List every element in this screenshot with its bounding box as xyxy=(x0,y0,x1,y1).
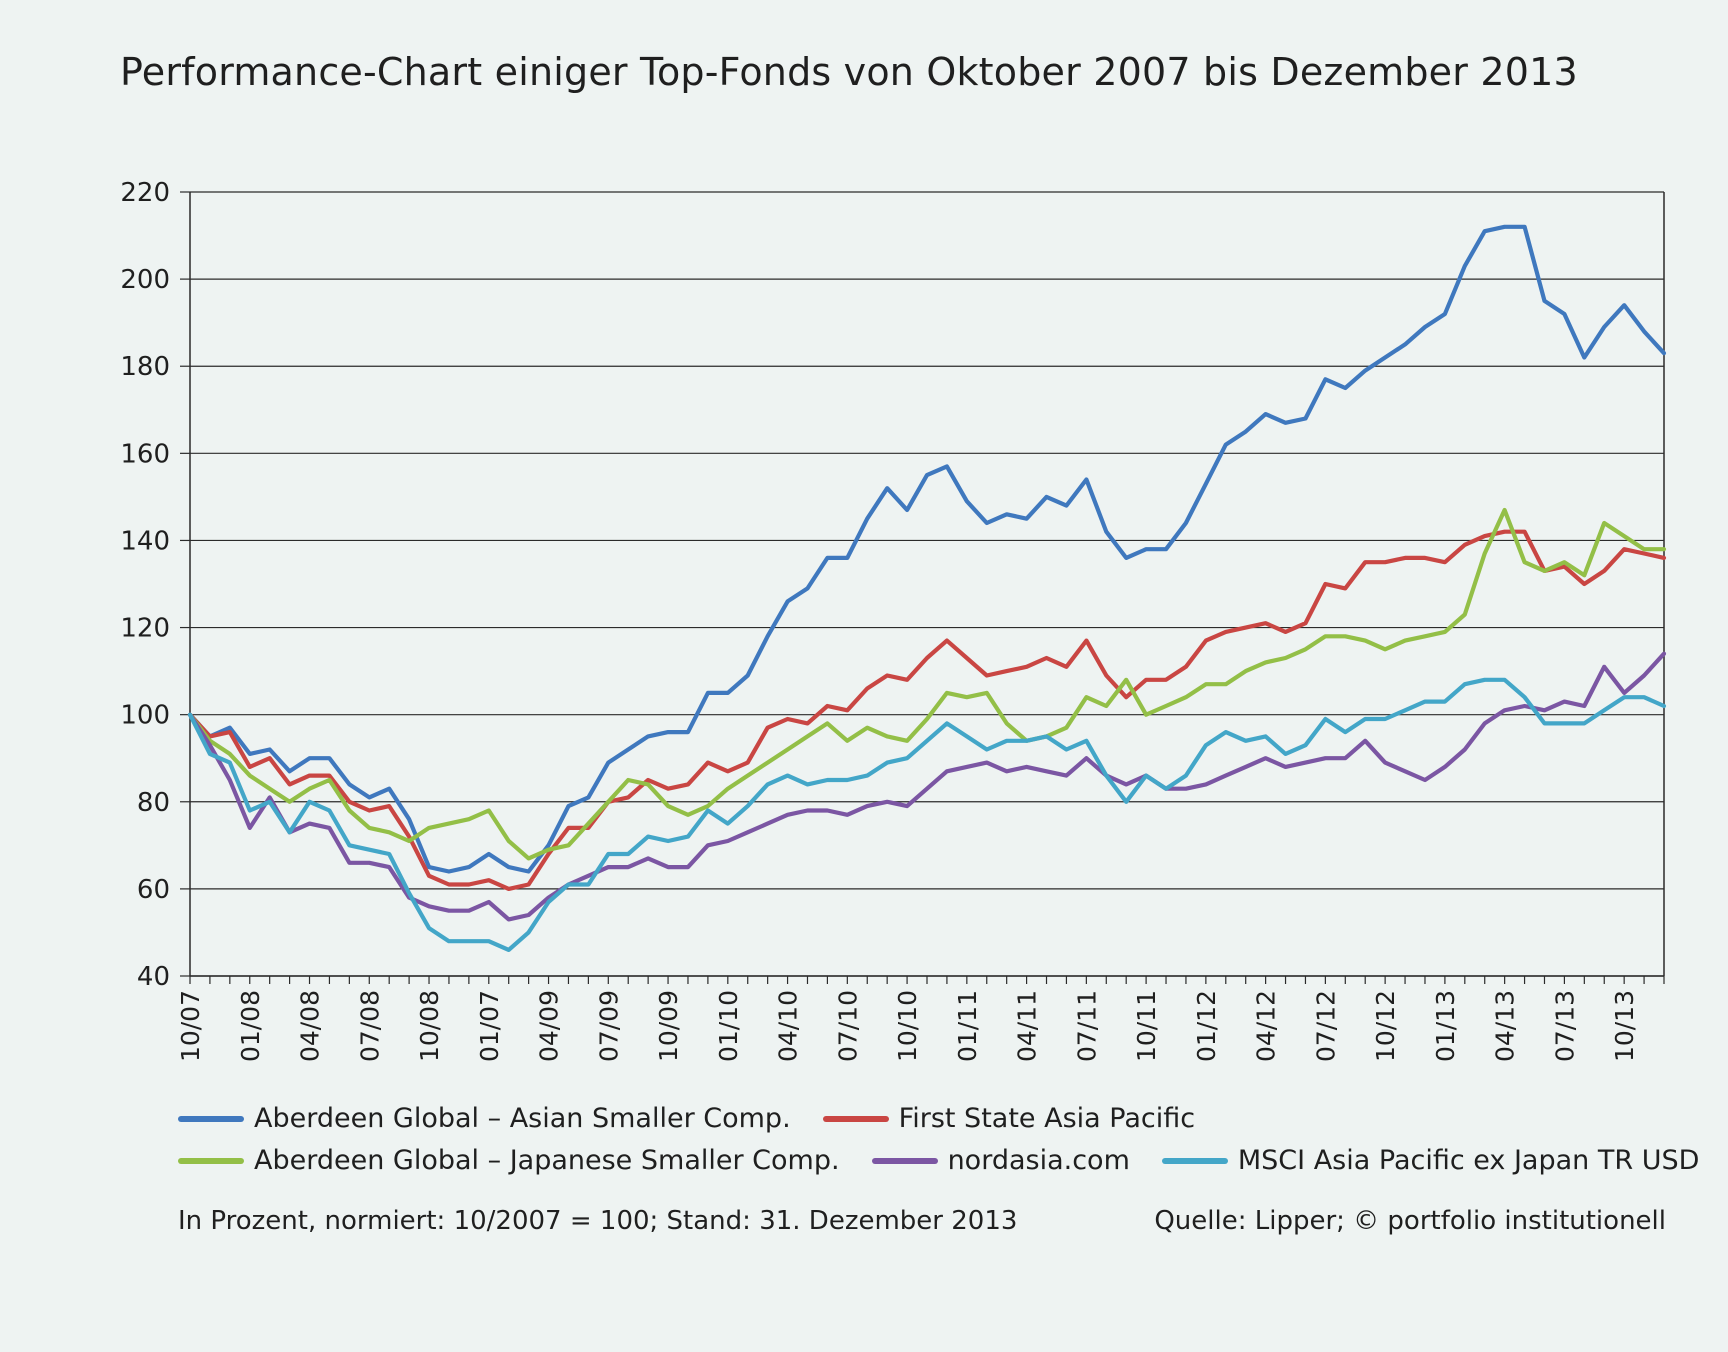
tick-labels: 40 60 80 100 120 140 160 180 200 220 10/07 01/08 04/… xyxy=(120,178,1639,1062)
x-tick-label: 10/08 xyxy=(415,990,444,1062)
chart-source: Quelle: Lipper; © portfolio institutione… xyxy=(1154,1206,1666,1236)
legend-row: Aberdeen Global – Japanese Smaller Comp.… xyxy=(178,1140,1728,1182)
chart-note: In Prozent, normiert: 10/2007 = 100; Sta… xyxy=(178,1206,1018,1236)
x-tick-label: 04/11 xyxy=(1013,990,1042,1062)
x-tick-label: 01/07 xyxy=(475,990,504,1062)
legend-label-aberdeen-japanese: Aberdeen Global – Japanese Smaller Comp. xyxy=(254,1145,840,1176)
legend-swatch-aberdeen-asian xyxy=(178,1116,244,1122)
x-tick-label: 10/12 xyxy=(1371,990,1400,1062)
series-line-1 xyxy=(187,529,1667,892)
legend-swatch-nordasia xyxy=(871,1158,938,1164)
x-tick-label: 10/07 xyxy=(176,990,205,1062)
x-tick-label: 07/12 xyxy=(1311,990,1340,1062)
x-tick-label: 01/11 xyxy=(953,990,982,1062)
x-tick-label: 01/08 xyxy=(236,990,265,1062)
y-tick-label: 60 xyxy=(137,875,170,905)
legend-item-msci: MSCI Asia Pacific ex Japan TR USD xyxy=(1161,1140,1700,1182)
y-tick-label: 160 xyxy=(120,439,170,469)
axes xyxy=(180,191,1665,984)
x-tick-label: 07/11 xyxy=(1072,990,1101,1062)
x-tick-label: 01/13 xyxy=(1431,990,1460,1062)
series-lines xyxy=(187,224,1667,953)
legend-swatch-msci xyxy=(1161,1158,1228,1164)
x-tick-label: 01/10 xyxy=(714,990,743,1062)
y-tick-label: 80 xyxy=(137,788,170,818)
y-tick-label: 180 xyxy=(120,352,170,382)
x-tick-label: 07/13 xyxy=(1550,990,1579,1062)
legend-item-first-state: First State Asia Pacific xyxy=(822,1098,1196,1140)
x-tick-label: 07/10 xyxy=(833,990,862,1062)
y-tick-label: 40 xyxy=(137,962,170,992)
y-tick-label: 200 xyxy=(120,265,170,295)
grid-lines xyxy=(190,191,1664,977)
x-tick-label: 10/11 xyxy=(1132,990,1161,1062)
legend-row: Aberdeen Global – Asian Smaller Comp. Fi… xyxy=(178,1098,1728,1140)
legend-label-nordasia: nordasia.com xyxy=(947,1145,1130,1176)
x-tick-label: 10/13 xyxy=(1610,990,1639,1062)
legend-swatch-first-state xyxy=(822,1116,889,1122)
legend: Aberdeen Global – Asian Smaller Comp. Fi… xyxy=(178,1098,1728,1182)
y-tick-label: 140 xyxy=(120,526,170,556)
x-tick-label: 04/09 xyxy=(535,990,564,1062)
chart-title: Performance-Chart einiger Top-Fonds von … xyxy=(120,50,1578,94)
series-line-0 xyxy=(187,224,1667,874)
y-tick-label: 220 xyxy=(120,178,170,208)
series-line-3 xyxy=(187,651,1667,922)
legend-swatch-aberdeen-japanese xyxy=(178,1158,244,1164)
x-tick-label: 04/12 xyxy=(1252,990,1281,1062)
y-tick-label: 120 xyxy=(120,614,170,644)
x-tick-label: 04/10 xyxy=(774,990,803,1062)
legend-label-msci: MSCI Asia Pacific ex Japan TR USD xyxy=(1237,1145,1700,1176)
legend-item-aberdeen-asian: Aberdeen Global – Asian Smaller Comp. xyxy=(178,1098,791,1140)
x-tick-label: 07/09 xyxy=(594,990,623,1062)
y-tick-label: 100 xyxy=(120,701,170,731)
x-tick-label: 10/09 xyxy=(654,990,683,1062)
x-tick-label: 04/13 xyxy=(1491,990,1520,1062)
legend-label-aberdeen-asian: Aberdeen Global – Asian Smaller Comp. xyxy=(254,1103,791,1134)
series-line-4 xyxy=(187,677,1667,953)
x-tick-label: 10/10 xyxy=(893,990,922,1062)
x-tick-label: 07/08 xyxy=(355,990,384,1062)
x-tick-label: 04/08 xyxy=(296,990,325,1062)
legend-item-nordasia: nordasia.com xyxy=(871,1140,1130,1182)
legend-label-first-state: First State Asia Pacific xyxy=(898,1103,1196,1134)
x-tick-label: 01/12 xyxy=(1192,990,1221,1062)
legend-item-aberdeen-japanese: Aberdeen Global – Japanese Smaller Comp. xyxy=(178,1140,840,1182)
series-line-2 xyxy=(187,507,1667,861)
